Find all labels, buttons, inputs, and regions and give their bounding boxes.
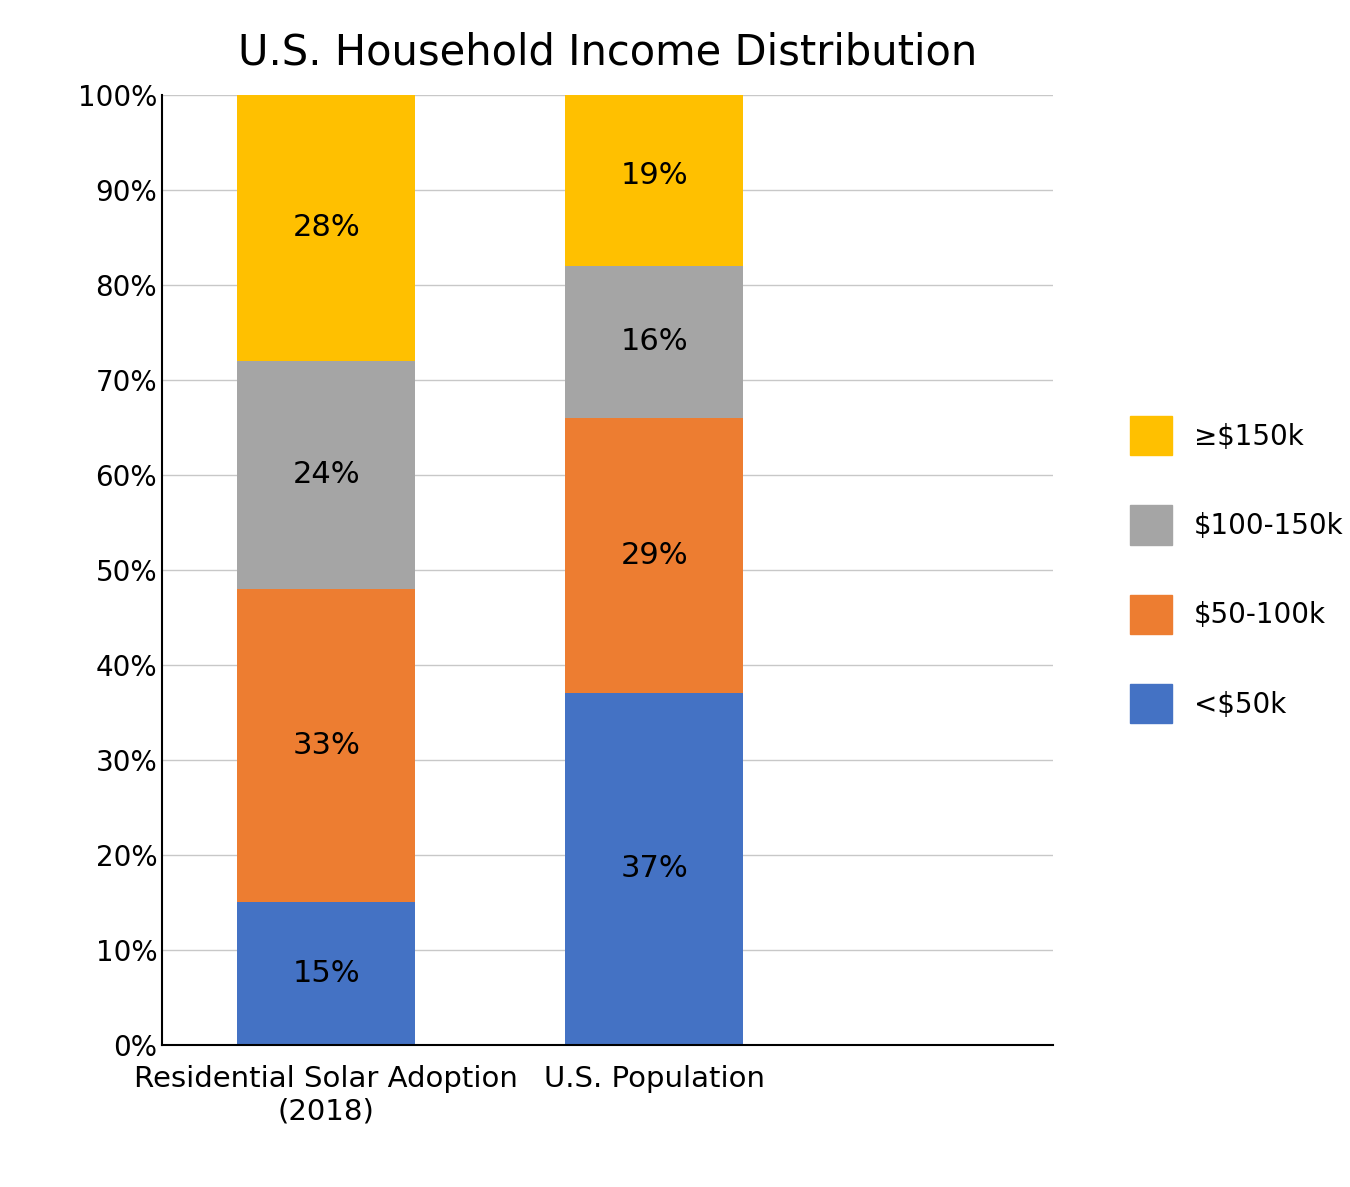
Text: 29%: 29%	[621, 541, 688, 570]
Text: 24%: 24%	[293, 461, 360, 489]
Bar	[238, 902, 416, 1045]
Text: 28%: 28%	[292, 214, 360, 242]
Bar	[566, 85, 744, 266]
Title: U.S. Household Income Distribution: U.S. Household Income Distribution	[238, 31, 977, 74]
Bar	[238, 95, 416, 361]
Bar	[566, 693, 744, 1045]
Bar	[566, 418, 744, 693]
Text: 37%: 37%	[621, 855, 688, 883]
Text: 33%: 33%	[292, 731, 360, 760]
Bar	[238, 589, 416, 902]
Legend: ≥$150k, $100-150k, $50-100k, <$50k: ≥$150k, $100-150k, $50-100k, <$50k	[1103, 388, 1350, 751]
Bar	[238, 361, 416, 589]
Text: 15%: 15%	[293, 959, 360, 988]
Text: 16%: 16%	[621, 328, 688, 356]
Bar	[566, 266, 744, 418]
Text: 19%: 19%	[621, 161, 688, 190]
